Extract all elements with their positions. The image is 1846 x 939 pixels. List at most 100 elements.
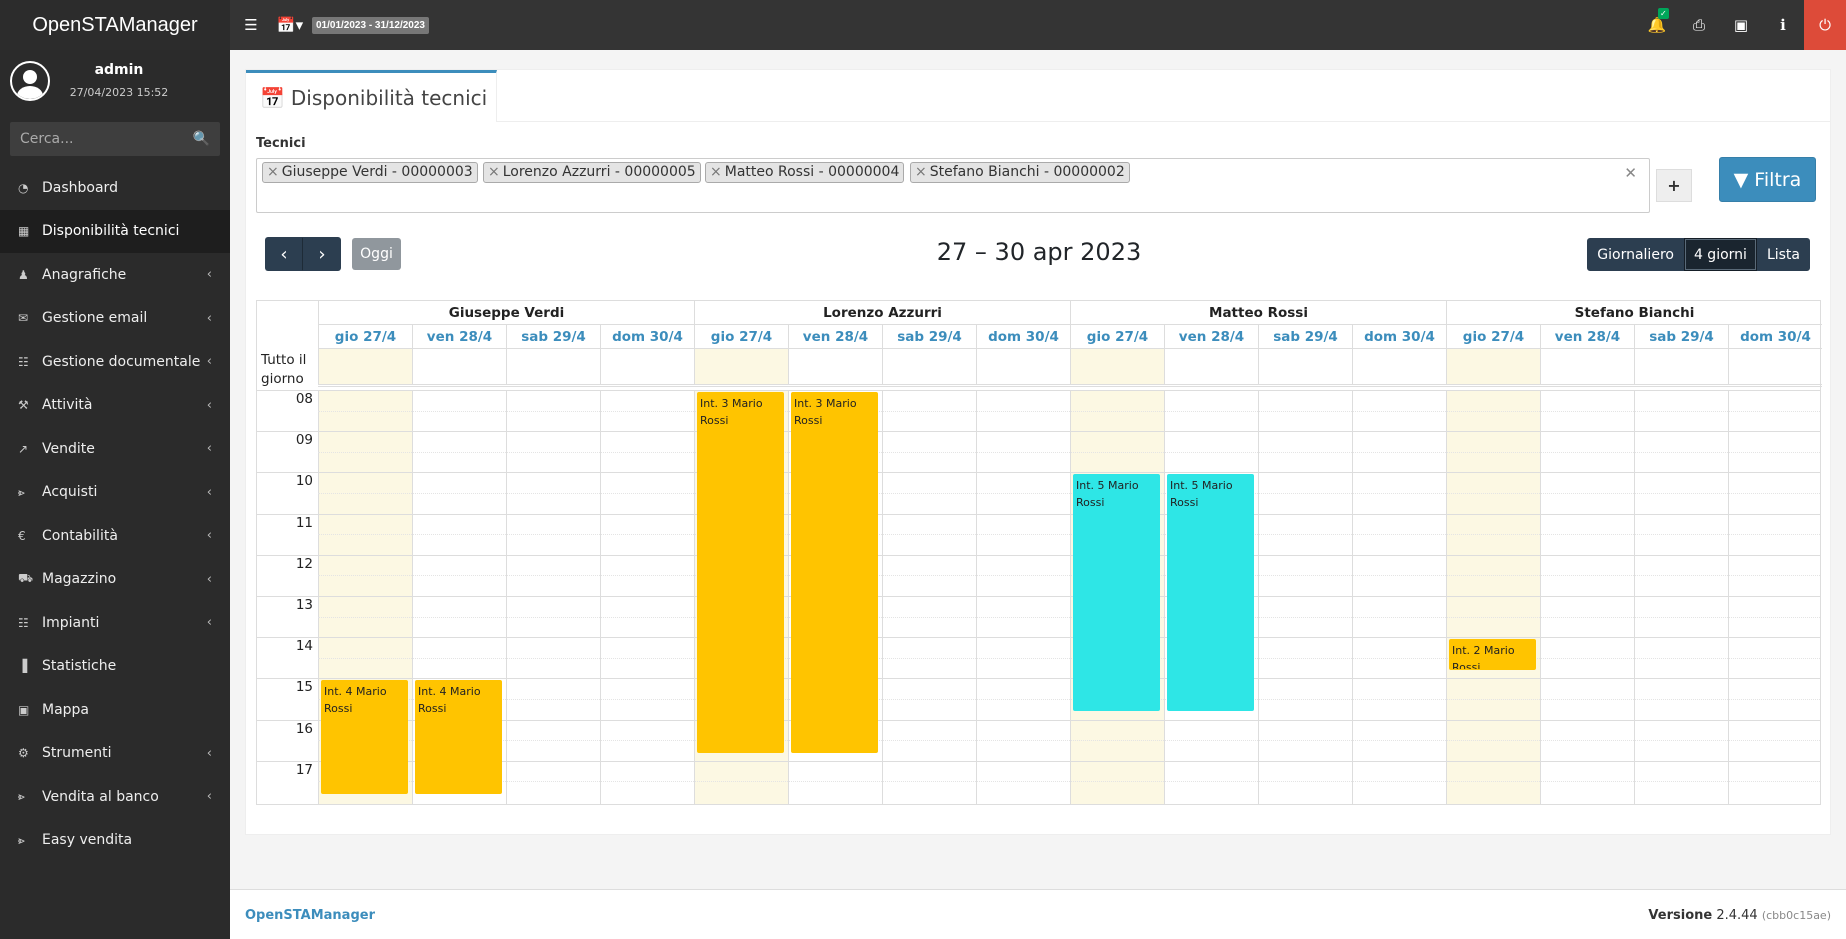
day-header[interactable]: dom 30/4 [976, 325, 1070, 349]
time-column[interactable] [1258, 390, 1352, 804]
sidebar-item-strumenti[interactable]: ⚙ Strumenti ‹ [0, 732, 230, 776]
day-header[interactable]: ven 28/4 [1540, 325, 1634, 349]
sidebar-item-magazzino[interactable]: ⛟ Magazzino ‹ [0, 558, 230, 602]
sidebar-item-mappa[interactable]: ▣ Mappa [0, 688, 230, 732]
day-header[interactable]: sab 29/4 [1634, 325, 1728, 349]
all-day-slot[interactable] [1728, 349, 1822, 384]
sidebar-item-anagrafiche[interactable]: ♟ Anagrafiche ‹ [0, 253, 230, 297]
day-header[interactable]: dom 30/4 [1352, 325, 1446, 349]
sidebar-item-attivit-[interactable]: ⚒ Attività ‹ [0, 384, 230, 428]
time-column[interactable] [882, 390, 976, 804]
all-day-slot[interactable] [1352, 349, 1446, 384]
sidebar-item-gestione-email[interactable]: ✉ Gestione email ‹ [0, 297, 230, 341]
all-day-slot[interactable] [600, 349, 694, 384]
search-icon[interactable]: 🔍 [192, 131, 210, 147]
sidebar-item-statistiche[interactable]: ▐ Statistiche [0, 645, 230, 689]
all-day-slot[interactable] [1164, 349, 1258, 384]
all-day-slot[interactable] [1540, 349, 1634, 384]
tecnici-select[interactable]: ✕ × Giuseppe Verdi - 00000003 × Lorenzo Azz… [256, 158, 1650, 213]
calendar-event[interactable]: Int. 3 Mario Rossi [791, 392, 878, 753]
time-column[interactable] [600, 390, 694, 804]
day-header[interactable]: gio 27/4 [1070, 325, 1164, 349]
day-header[interactable]: dom 30/4 [600, 325, 694, 349]
time-column[interactable] [1352, 390, 1446, 804]
all-day-slot[interactable] [1446, 349, 1540, 384]
sidebar-item-easy-vendita[interactable]: ⩺ Easy vendita [0, 819, 230, 863]
footer-brand[interactable]: OpenSTAManager [245, 908, 375, 923]
view-giornaliero-button[interactable]: Giornaliero [1587, 238, 1684, 271]
calendar-event[interactable]: Int. 5 Mario Rossi [1073, 474, 1160, 712]
day-header[interactable]: ven 28/4 [412, 325, 506, 349]
day-header[interactable]: ven 28/4 [1164, 325, 1258, 349]
remove-tag-icon[interactable]: × [267, 164, 279, 180]
all-day-slot[interactable] [1258, 349, 1352, 384]
clear-selection-icon[interactable]: ✕ [1624, 164, 1637, 182]
notifications-icon[interactable]: 🔔 ✓ [1647, 8, 1669, 34]
time-column[interactable] [1540, 390, 1634, 804]
day-header[interactable]: sab 29/4 [506, 325, 600, 349]
sidebar-item-vendita-al-banco[interactable]: ⩺ Vendita al banco ‹ [0, 775, 230, 819]
period-badge[interactable]: 01/01/2023 - 31/12/2023 [312, 16, 429, 34]
sidebar-item-disponibilit-tecnici[interactable]: ▦ Disponibilità tecnici [0, 209, 230, 253]
remove-tag-icon[interactable]: × [915, 164, 927, 180]
filter-button[interactable]: ▼ Filtra [1719, 157, 1816, 202]
app-logo[interactable]: OpenSTAManager [0, 0, 230, 50]
day-header[interactable]: sab 29/4 [882, 325, 976, 349]
selected-tecnico-tag[interactable]: × Lorenzo Azzurri - 00000005 [483, 162, 701, 183]
selected-tecnico-tag[interactable]: × Giuseppe Verdi - 00000003 [262, 162, 478, 183]
calendar-event[interactable]: Int. 5 Mario Rossi [1167, 474, 1254, 712]
time-column[interactable] [1164, 390, 1258, 804]
print-icon[interactable]: ⎙ [1692, 16, 1705, 34]
all-day-slot[interactable] [1634, 349, 1728, 384]
add-tecnico-button[interactable]: + [1656, 169, 1692, 202]
selected-tecnico-tag[interactable]: × Matteo Rossi - 00000004 [705, 162, 905, 183]
day-header[interactable]: ven 28/4 [788, 325, 882, 349]
prev-button[interactable]: ‹ [265, 237, 303, 271]
time-column[interactable] [1728, 390, 1822, 804]
menu-toggle-icon[interactable]: ☰ [244, 16, 258, 34]
calendar-event[interactable]: Int. 4 Mario Rossi [321, 680, 408, 794]
book-icon[interactable]: ▣ [1733, 16, 1749, 34]
selected-tecnico-tag[interactable]: × Stefano Bianchi - 00000002 [910, 162, 1130, 183]
sidebar-item-acquisti[interactable]: ⩺ Acquisti ‹ [0, 471, 230, 515]
all-day-slot[interactable] [788, 349, 882, 384]
time-column[interactable] [1446, 390, 1540, 804]
calendar-event[interactable]: Int. 2 Mario Rossi [1449, 639, 1536, 671]
time-column[interactable] [506, 390, 600, 804]
day-header[interactable]: gio 27/4 [1446, 325, 1540, 349]
remove-tag-icon[interactable]: × [710, 164, 722, 180]
all-day-slot[interactable] [506, 349, 600, 384]
sidebar-item-dashboard[interactable]: ◔ Dashboard [0, 166, 230, 210]
all-day-slot[interactable] [412, 349, 506, 384]
logout-icon[interactable]: ⏻ [1804, 0, 1846, 50]
calendar-dropdown-icon[interactable]: 📅▾ [276, 16, 304, 34]
calendar-event[interactable]: Int. 3 Mario Rossi [697, 392, 784, 753]
all-day-slot[interactable] [694, 349, 788, 384]
sidebar-item-gestione-documentale[interactable]: ☷ Gestione documentale ‹ [0, 340, 230, 384]
remove-tag-icon[interactable]: × [488, 164, 500, 180]
all-day-slot[interactable] [882, 349, 976, 384]
tab-disponibilita[interactable]: 📅 Disponibilità tecnici [246, 70, 497, 122]
sidebar-item-contabilit-[interactable]: € Contabilità ‹ [0, 514, 230, 558]
day-header[interactable]: dom 30/4 [1728, 325, 1822, 349]
calendar-event[interactable]: Int. 4 Mario Rossi [415, 680, 502, 794]
info-icon[interactable]: ℹ [1780, 16, 1786, 34]
all-day-slot[interactable] [976, 349, 1070, 384]
time-column[interactable] [976, 390, 1070, 804]
today-button[interactable]: Oggi [352, 238, 401, 270]
search-input[interactable]: Cerca... 🔍 [10, 122, 220, 156]
day-header[interactable]: sab 29/4 [1258, 325, 1352, 349]
time-column[interactable] [1634, 390, 1728, 804]
next-button[interactable]: › [303, 237, 341, 271]
view-4-giorni-button[interactable]: 4 giorni [1683, 238, 1757, 271]
time-column[interactable] [788, 390, 882, 804]
chevron-left-icon: ‹ [206, 310, 212, 326]
sidebar-item-vendite[interactable]: ↗ Vendite ‹ [0, 427, 230, 471]
day-header[interactable]: gio 27/4 [318, 325, 412, 349]
all-day-slot[interactable] [318, 349, 412, 384]
time-column[interactable] [412, 390, 506, 804]
view-lista-button[interactable]: Lista [1756, 238, 1810, 271]
all-day-slot[interactable] [1070, 349, 1164, 384]
day-header[interactable]: gio 27/4 [694, 325, 788, 349]
sidebar-item-impianti[interactable]: ☷ Impianti ‹ [0, 601, 230, 645]
